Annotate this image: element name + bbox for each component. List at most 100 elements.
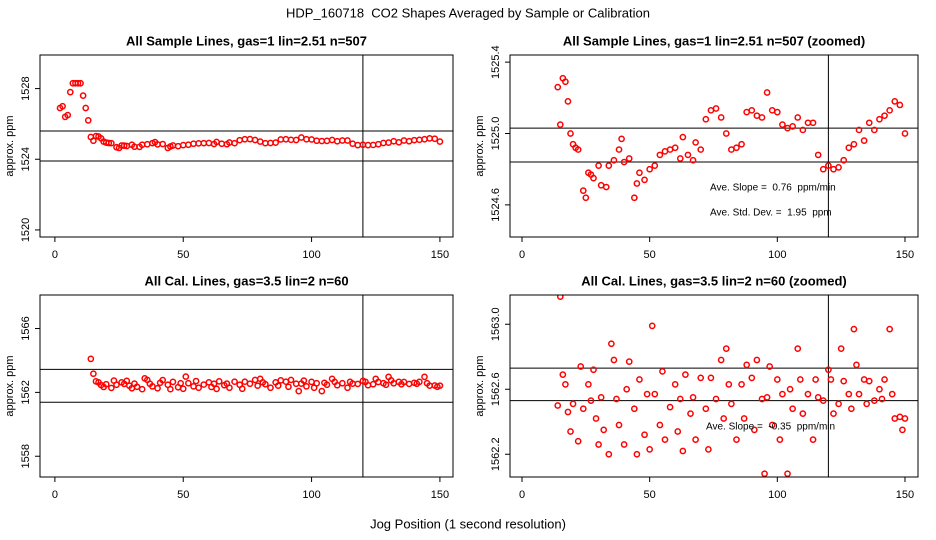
plot-frame <box>509 54 919 238</box>
data-point <box>692 139 699 146</box>
data-point <box>692 436 699 443</box>
data-point <box>582 194 590 202</box>
data-point <box>641 176 648 184</box>
data-point <box>679 447 687 455</box>
data-point <box>625 155 633 162</box>
data-point <box>59 102 66 110</box>
y-axis-label: approx. ppm <box>474 115 486 176</box>
data-point <box>333 137 341 145</box>
data-point <box>773 108 781 116</box>
data-point <box>567 428 574 435</box>
data-point <box>610 156 618 164</box>
data-point <box>574 146 582 153</box>
data-point <box>738 381 745 388</box>
data-point <box>592 415 600 422</box>
data-point <box>901 130 909 137</box>
data-point <box>850 140 858 148</box>
data-point <box>789 123 796 130</box>
data-point <box>421 373 428 381</box>
data-point <box>819 397 827 404</box>
data-point <box>763 89 771 96</box>
data-point <box>641 431 648 439</box>
data-point <box>848 405 855 413</box>
data-point <box>564 98 572 105</box>
data-point <box>574 437 582 445</box>
data-point <box>272 139 279 146</box>
data-point <box>159 140 167 148</box>
data-point <box>84 117 92 124</box>
data-point <box>779 390 786 398</box>
data-point <box>154 384 161 392</box>
y-axis-label: approx. ppm <box>4 355 16 416</box>
data-point <box>773 376 781 383</box>
data-point <box>809 119 817 127</box>
data-point <box>643 390 651 398</box>
data-point <box>226 384 233 392</box>
data-point <box>659 368 666 375</box>
data-point <box>590 366 597 374</box>
data-point <box>733 144 740 152</box>
x-tick-label: 100 <box>768 249 786 261</box>
data-point <box>344 384 351 392</box>
x-tick-label: 150 <box>896 249 914 261</box>
x-tick-label: 0 <box>519 249 525 261</box>
data-point <box>651 390 659 398</box>
data-point <box>615 421 623 429</box>
data-point <box>888 390 896 398</box>
data-point <box>344 137 351 144</box>
data-point <box>679 133 687 141</box>
data-point <box>743 361 751 369</box>
data-point <box>768 421 776 429</box>
data-point <box>646 446 654 453</box>
data-point <box>799 410 807 417</box>
data-point <box>213 385 220 393</box>
data-point <box>697 374 705 382</box>
data-point <box>633 450 641 458</box>
panel-title: All Cal. Lines, gas=3.5 lin=2 n=60 <box>144 273 348 288</box>
data-point <box>113 381 120 389</box>
data-point <box>79 92 87 99</box>
y-tick-label: 1562.2 <box>490 437 502 471</box>
data-point <box>896 101 904 109</box>
y-tick-label: 1520 <box>20 218 32 242</box>
data-point <box>648 322 656 330</box>
data-point <box>167 385 174 393</box>
data-point <box>102 380 110 388</box>
data-point <box>108 384 115 392</box>
data-point <box>556 121 564 128</box>
data-point <box>559 371 567 378</box>
data-point <box>684 151 692 159</box>
data-point <box>405 380 413 388</box>
data-point <box>595 441 602 448</box>
data-point <box>796 376 804 383</box>
data-point <box>860 137 868 144</box>
data-point <box>633 180 641 187</box>
data-point <box>722 345 730 352</box>
data-point <box>881 376 888 383</box>
data-point <box>786 385 794 393</box>
x-tick-label: 0 <box>52 489 58 501</box>
data-point <box>143 140 151 148</box>
y-tick-label: 1558 <box>20 444 32 468</box>
data-point <box>133 383 141 391</box>
data-point <box>835 400 842 408</box>
data-point <box>567 130 574 137</box>
data-point <box>323 381 331 389</box>
data-point <box>236 136 244 144</box>
x-tick-label: 50 <box>644 249 656 261</box>
data-point <box>827 376 835 383</box>
data-point <box>705 446 712 453</box>
x-tick-label: 50 <box>644 489 656 501</box>
data-point <box>182 373 190 380</box>
data-point <box>758 114 766 121</box>
data-point <box>855 126 863 134</box>
x-tick-label: 100 <box>768 489 786 501</box>
data-point <box>740 415 748 422</box>
data-point <box>90 370 97 378</box>
data-point <box>840 156 848 164</box>
data-point <box>64 111 72 119</box>
data-point <box>870 126 878 134</box>
plot-area <box>510 55 918 237</box>
data-point <box>254 382 262 390</box>
